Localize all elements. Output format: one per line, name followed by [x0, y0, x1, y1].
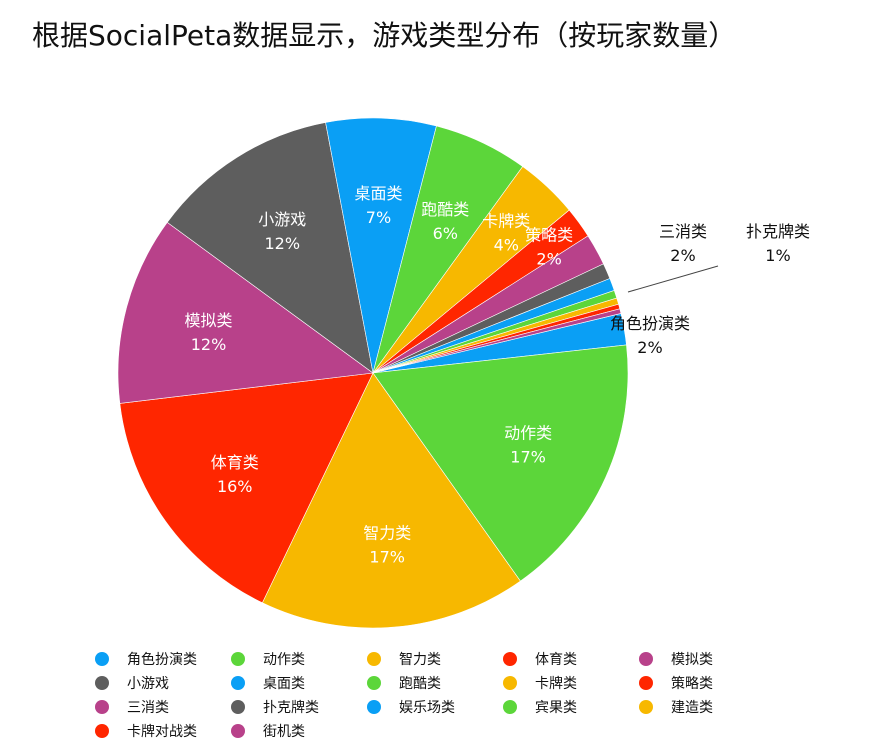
legend-item-4f5380b27c7b: 体育类 — [503, 648, 639, 670]
legend-swatch — [95, 652, 109, 666]
legend-item-7b5675657c7b: 策略类 — [639, 672, 775, 694]
legend-label: 娱乐场类 — [399, 700, 455, 716]
pie-slice-684c97627c7b — [325, 117, 437, 374]
slice-value-label-89d28272626e6f147c7b: 2% — [637, 338, 662, 357]
slice-value-label-684c97627c7b: 7% — [366, 208, 391, 227]
pie-slice-667a529b7c7b — [261, 372, 521, 629]
pie-slice-8857673a7c7b — [372, 308, 622, 374]
legend-swatch — [503, 676, 517, 690]
legend: 角色扮演类 动作类 智力类 体育类 模拟类小游戏 桌面类 跑酷类 卡牌类 策略类三消类 扑克牌类 娱… — [95, 648, 775, 742]
pie-slice-5c0f6e38620f — [166, 122, 374, 374]
slice-name-label-6251514b724c7c7b: 扑克牌类 — [746, 222, 810, 241]
legend-swatch — [367, 700, 381, 714]
slice-value-label-5c0f6e38620f: 12% — [264, 234, 300, 253]
legend-swatch — [503, 700, 517, 714]
legend-label: 角色扮演类 — [127, 652, 197, 668]
slice-value-label-667a529b7c7b: 17% — [369, 547, 405, 566]
legend-label: 街机类 — [263, 724, 305, 740]
slice-value-label-7b5675657c7b: 2% — [536, 250, 561, 269]
legend-item-6251514b724c7c7b: 扑克牌类 — [231, 696, 367, 718]
legend-item-6a2162df7c7b: 模拟类 — [639, 648, 775, 670]
legend-item-667a529b7c7b: 智力类 — [367, 648, 503, 670]
legend-item-684c97627c7b: 桌面类 — [231, 672, 367, 694]
slice-value-label-6a2162df7c7b: 12% — [191, 335, 227, 354]
slice-name-label-89d28272626e6f147c7b: 角色扮演类 — [610, 314, 690, 333]
legend-label: 桌面类 — [263, 676, 305, 692]
slice-name-label-8dd191777c7b: 跑酷类 — [421, 200, 469, 219]
pie-slice-52a84f5c7c7b — [372, 344, 629, 582]
slice-name-label-5c0f6e38620f: 小游戏 — [258, 210, 306, 229]
pie-chart: 角色扮演类 2% 动作类 17% 智力类 17% 体育类 16% 模拟类 12% 小游戏 12% 桌面类… — [117, 117, 810, 629]
slice-name-label-5361724c7c7b: 卡牌类 — [482, 212, 530, 231]
legend-label: 建造类 — [671, 700, 713, 716]
legend-swatch — [231, 676, 245, 690]
legend-label: 宾果类 — [535, 700, 577, 716]
legend-label: 智力类 — [399, 652, 441, 668]
legend-item-8dd191777c7b: 跑酷类 — [367, 672, 503, 694]
slice-name-label-6a2162df7c7b: 模拟类 — [185, 311, 233, 330]
legend-swatch — [95, 724, 109, 738]
legend-swatch — [639, 676, 653, 690]
slice-name-label-4e096d887c7b: 三消类 — [659, 222, 707, 241]
legend-item-5bbe679c7c7b: 宾果类 — [503, 696, 639, 718]
legend-swatch — [639, 700, 653, 714]
legend-swatch — [231, 652, 245, 666]
legend-swatch — [231, 724, 245, 738]
slice-name-label-4f5380b27c7b: 体育类 — [211, 453, 259, 472]
legend-label: 动作类 — [263, 652, 305, 668]
legend-item-5a314e50573a7c7b: 娱乐场类 — [367, 696, 503, 718]
legend-swatch — [95, 700, 109, 714]
legend-label: 体育类 — [535, 652, 577, 668]
legend-label: 策略类 — [671, 676, 713, 692]
slice-name-label-7b5675657c7b: 策略类 — [525, 226, 573, 245]
legend-label: 卡牌对战类 — [127, 724, 197, 740]
chart-title: 根据SocialPeta数据显示，游戏类型分布（按玩家数量） — [32, 19, 737, 52]
slice-value-label-4f5380b27c7b: 16% — [217, 477, 253, 496]
legend-swatch — [639, 652, 653, 666]
legend-label: 三消类 — [127, 700, 169, 716]
slice-name-label-667a529b7c7b: 智力类 — [363, 523, 411, 542]
legend-swatch — [367, 676, 381, 690]
legend-swatch — [367, 652, 381, 666]
legend-item-5361724c5bf962187c7b: 卡牌对战类 — [95, 720, 231, 742]
slice-value-label-52a84f5c7c7b: 17% — [510, 448, 546, 467]
legend-label: 跑酷类 — [399, 676, 441, 692]
slice-value-label-4e096d887c7b: 2% — [670, 246, 695, 265]
legend-item-4e096d887c7b: 三消类 — [95, 696, 231, 718]
slice-value-label-6251514b724c7c7b: 1% — [765, 246, 790, 265]
legend-item-5c0f6e38620f: 小游戏 — [95, 672, 231, 694]
legend-item-52a84f5c7c7b: 动作类 — [231, 648, 367, 670]
slice-value-label-5361724c7c7b: 4% — [494, 236, 519, 255]
legend-label: 模拟类 — [671, 652, 713, 668]
leader-line — [627, 265, 719, 293]
pie-slice-6a2162df7c7b — [117, 221, 374, 404]
legend-item-89d28272626e6f147c7b: 角色扮演类 — [95, 648, 231, 670]
legend-item-5361724c7c7b: 卡牌类 — [503, 672, 639, 694]
legend-swatch — [503, 652, 517, 666]
legend-item-5efa90207c7b: 建造类 — [639, 696, 775, 718]
legend-swatch — [95, 676, 109, 690]
legend-label: 扑克牌类 — [263, 700, 319, 716]
legend-label: 卡牌类 — [535, 676, 577, 692]
legend-label: 小游戏 — [127, 676, 169, 692]
slice-name-label-684c97627c7b: 桌面类 — [354, 184, 402, 203]
pie-slice-4f5380b27c7b — [119, 372, 374, 604]
slice-name-label-52a84f5c7c7b: 动作类 — [504, 424, 552, 443]
slice-value-label-8dd191777c7b: 6% — [433, 224, 458, 243]
legend-item-8857673a7c7b: 街机类 — [231, 720, 367, 742]
legend-swatch — [231, 700, 245, 714]
